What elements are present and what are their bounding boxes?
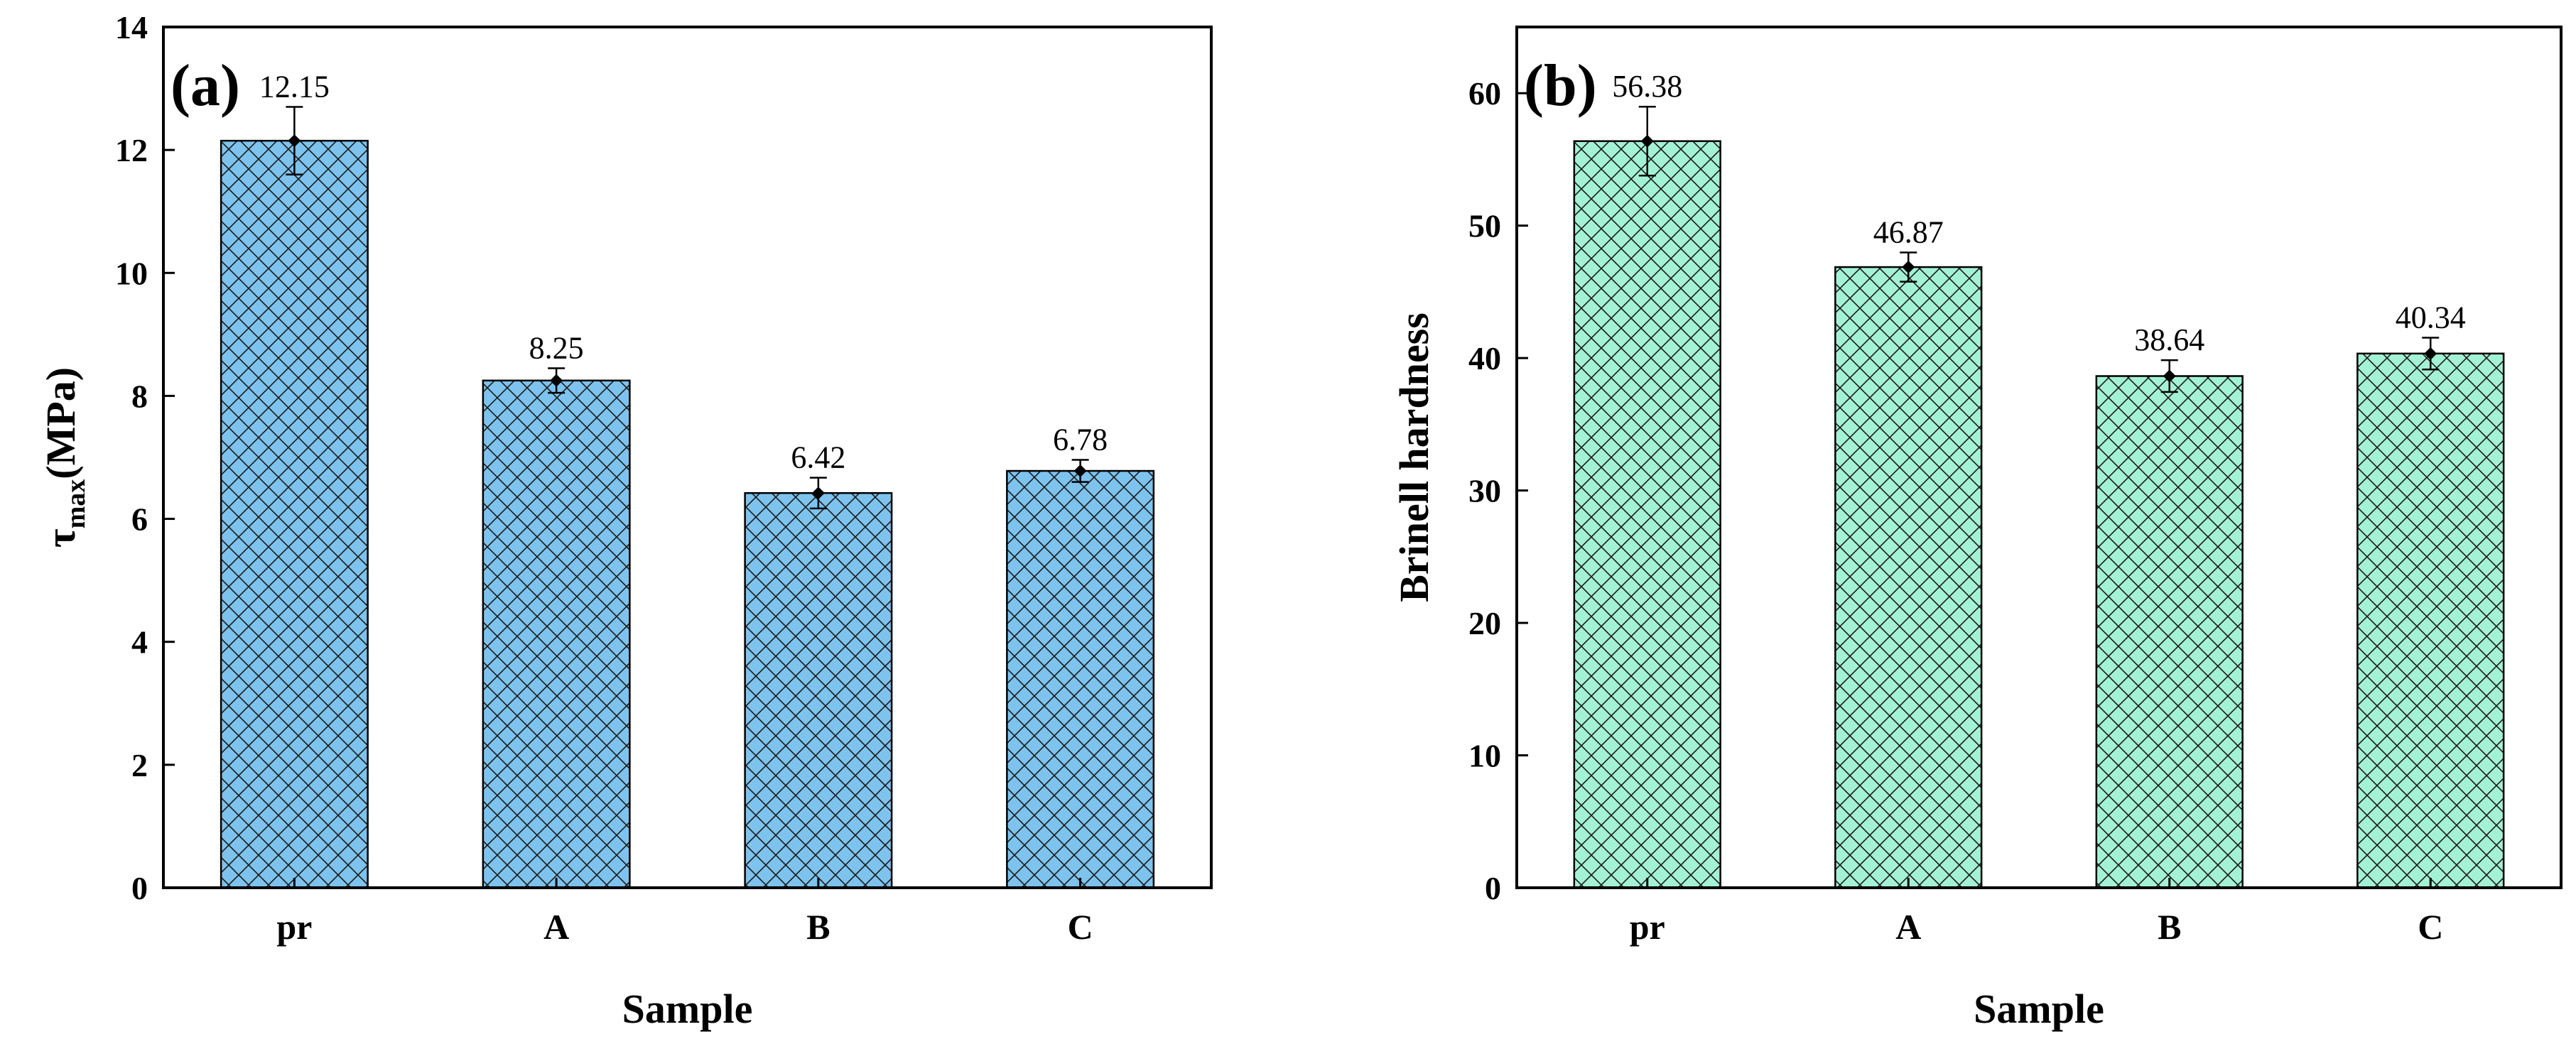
x-ticks-group-a: pr A B C	[276, 878, 1093, 947]
y-tick-label-8: 8	[131, 378, 148, 414]
y-axis-title-b: Brinell hardness	[1391, 312, 1437, 602]
panel-label-a: (a)	[171, 53, 240, 119]
y-tick-label-30: 30	[1468, 473, 1501, 509]
value-label-A: 46.87	[1873, 215, 1944, 250]
y-tick-label-10: 10	[115, 255, 148, 291]
x-tick-label-pr: pr	[1630, 907, 1665, 947]
y-ticks-group-a: 0 2 4 6 8 10 12 14	[115, 9, 175, 906]
bar-A	[1834, 266, 1983, 889]
y-tick-label-50: 50	[1468, 208, 1501, 244]
y-tick-label-60: 60	[1468, 75, 1501, 112]
y-axis-title-a: τmax(MPa)	[38, 367, 91, 548]
bar-C	[1006, 469, 1155, 889]
panel-label-b: (b)	[1524, 53, 1597, 119]
value-label-pr: 56.38	[1612, 69, 1682, 104]
y-tick-label-4: 4	[131, 624, 148, 660]
y-tick-label-14: 14	[115, 9, 148, 45]
value-label-C: 40.34	[2396, 300, 2466, 335]
bar-B	[2095, 375, 2244, 889]
x-tick-label-pr: pr	[276, 907, 312, 947]
y-ticks-group-b: 0 10 20 30 40 50 60	[1468, 75, 1528, 906]
error-bar-pr	[1638, 105, 1656, 177]
y-tick-label-0: 0	[131, 870, 148, 906]
y-axis-title-a-main: τ	[38, 528, 84, 548]
y-tick-label-12: 12	[115, 132, 148, 168]
bar-C	[2356, 352, 2505, 889]
error-bar-A	[548, 367, 565, 394]
value-label-B: 38.64	[2134, 322, 2204, 357]
x-tick-label-B: B	[2158, 907, 2181, 947]
error-bar-pr	[286, 106, 303, 176]
plot-frame-a	[162, 26, 1213, 889]
x-axis-title-b: Sample	[1974, 986, 2104, 1032]
error-bars-group-b	[1638, 105, 2440, 393]
y-tick-label-10: 10	[1468, 738, 1501, 774]
error-bar-B	[809, 477, 827, 510]
error-bar-B	[2160, 359, 2178, 393]
plot-frame-b	[1515, 26, 2563, 889]
x-tick-label-C: C	[2418, 907, 2443, 947]
value-label-A: 8.25	[529, 330, 584, 365]
value-labels-group-a: 12.15 8.25 6.42 6.78	[259, 70, 1108, 475]
bar-pr	[1573, 140, 1721, 889]
value-label-C: 6.78	[1053, 422, 1108, 457]
x-axis-title-a: Sample	[622, 986, 753, 1032]
bars-group-b	[1573, 140, 2505, 889]
x-tick-label-C: C	[1068, 907, 1093, 947]
bar-B	[744, 491, 893, 889]
x-ticks-group-b: pr A B C	[1630, 878, 2443, 947]
y-tick-label-6: 6	[131, 501, 148, 538]
bar-A	[482, 379, 631, 889]
error-bars-group-a	[286, 106, 1089, 510]
x-tick-label-A: A	[543, 907, 569, 947]
y-tick-label-40: 40	[1468, 340, 1501, 376]
y-tick-label-0: 0	[1485, 870, 1501, 906]
value-labels-group-b: 56.38 46.87 38.64 40.34	[1612, 69, 2466, 357]
error-bar-C	[2422, 337, 2440, 371]
bar-pr	[220, 139, 369, 889]
value-label-B: 6.42	[791, 440, 845, 475]
y-tick-label-20: 20	[1468, 605, 1501, 641]
x-tick-label-B: B	[806, 907, 830, 947]
chart-panel-b: 56.38 46.87 38.64 40.34 0 10 20 30 40 50 60 pr A B C…	[1391, 26, 2563, 1032]
error-bar-C	[1071, 459, 1089, 483]
value-label-pr: 12.15	[259, 70, 330, 104]
y-axis-title-a-unit: (MPa)	[38, 367, 84, 479]
bars-group-a	[220, 139, 1155, 889]
y-axis-title-a-sub: max	[61, 479, 91, 529]
x-tick-label-A: A	[1895, 907, 1921, 947]
y-tick-label-2: 2	[131, 747, 148, 783]
error-bar-A	[1900, 251, 1917, 283]
